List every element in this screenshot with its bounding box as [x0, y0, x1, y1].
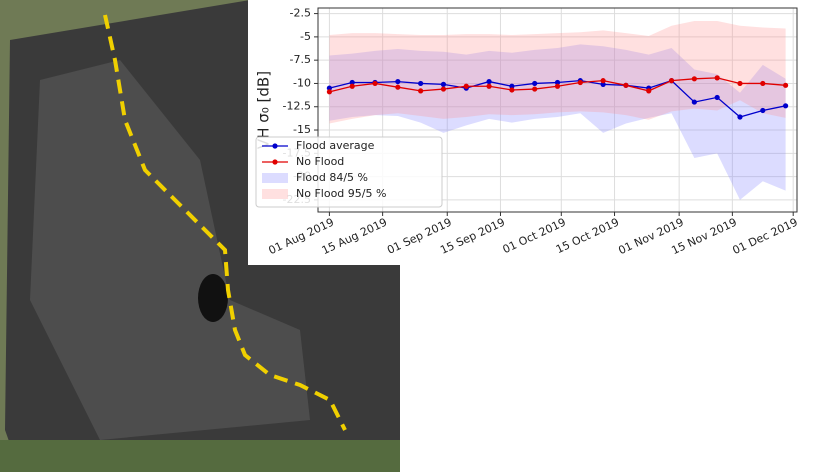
- point: [692, 99, 697, 104]
- point: [737, 114, 742, 119]
- y-tick-label: -15: [293, 123, 311, 136]
- point: [760, 81, 765, 86]
- point: [418, 81, 423, 86]
- point: [464, 84, 469, 89]
- legend-marker: [272, 143, 277, 148]
- point: [327, 89, 332, 94]
- y-tick-label: -2.5: [290, 7, 311, 20]
- point: [783, 103, 788, 108]
- point: [578, 80, 583, 85]
- point: [418, 88, 423, 93]
- legend-label: No Flood 95/5 %: [296, 187, 386, 200]
- y-tick-label: -10: [293, 76, 311, 89]
- y-tick-label: -12.5: [283, 100, 311, 113]
- band: [329, 21, 785, 123]
- point: [623, 83, 628, 88]
- point: [601, 78, 606, 83]
- point: [715, 75, 720, 80]
- y-tick-label: -5: [300, 30, 311, 43]
- point: [372, 81, 377, 86]
- legend-label: Flood average: [296, 139, 375, 152]
- legend-swatch: [262, 189, 288, 199]
- legend-label: Flood 84/5 %: [296, 171, 368, 184]
- point: [350, 84, 355, 89]
- point: [486, 79, 491, 84]
- legend-swatch: [262, 173, 288, 183]
- point: [395, 79, 400, 84]
- point: [555, 84, 560, 89]
- figure: VH σ₀ [dB] -2.5-5-7.5-10-12.5-15-17.5-20…: [0, 0, 813, 472]
- point: [509, 87, 514, 92]
- point: [395, 85, 400, 90]
- point: [532, 81, 537, 86]
- point: [783, 83, 788, 88]
- point: [715, 95, 720, 100]
- point: [441, 86, 446, 91]
- y-tick-label: -7.5: [290, 53, 311, 66]
- point: [441, 82, 446, 87]
- point: [760, 108, 765, 113]
- point: [646, 88, 651, 93]
- point: [486, 84, 491, 89]
- page: VH σ₀ [dB] -2.5-5-7.5-10-12.5-15-17.5-20…: [0, 0, 813, 472]
- legend-label: No Flood: [296, 155, 344, 168]
- point: [532, 86, 537, 91]
- legend-marker: [272, 159, 277, 164]
- point: [737, 81, 742, 86]
- point: [692, 76, 697, 81]
- point: [669, 78, 674, 83]
